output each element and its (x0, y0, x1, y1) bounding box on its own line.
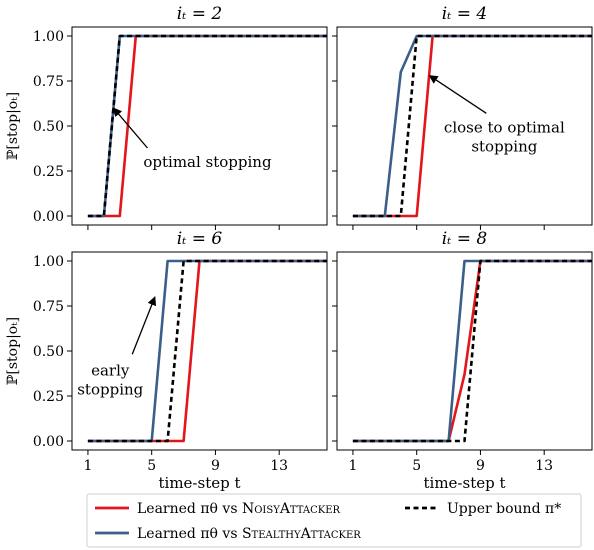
annotation-text: early (91, 361, 130, 379)
panel-frame (71, 251, 328, 451)
panel-1: iₜ = 2 0.00 0.25 0.50 0.75 1.00 optimal stoppi… (33, 4, 328, 230)
panel-4: iₜ = 8 1 5 9 13 (332, 229, 593, 474)
legend-label-upper: Upper bound π* (447, 501, 561, 517)
y-tick-label: 0.25 (33, 164, 64, 180)
annotation-text: close to optimal (444, 118, 565, 136)
annotation-text: stopping (77, 380, 143, 398)
series-line-upper (87, 259, 327, 443)
x-tick-label: 9 (211, 458, 220, 474)
x-axis-label: time-step t (159, 474, 241, 492)
legend-label-noisy: Learned πθ vs NoisyAttacker (137, 501, 341, 517)
y-tick-label: 0.00 (33, 209, 64, 225)
annotation-text: optimal stopping (143, 153, 272, 171)
series-line-noisy (352, 259, 592, 443)
y-tick-label: 0.75 (33, 74, 64, 90)
annotation-arrow (428, 75, 487, 114)
y-axis-label: ℙ[stop|oₜ] (5, 317, 21, 385)
y-tick-label: 1.00 (33, 254, 64, 270)
series-line-noisy (87, 259, 327, 443)
y-tick-label: 0.00 (33, 434, 64, 450)
x-tick-label: 1 (348, 458, 357, 474)
series-line-noisy (87, 34, 327, 218)
y-tick-label: 0.75 (33, 299, 64, 315)
annotation-arrow (131, 296, 157, 355)
series-line-upper (352, 34, 592, 218)
y-tick-label: 0.50 (33, 344, 64, 360)
series-line-stealthy (87, 259, 327, 443)
x-axis-label: time-step t (424, 474, 506, 492)
x-tick-label: 1 (83, 458, 92, 474)
legend: Learned πθ vs NoisyAttacker Learned πθ vs… (86, 493, 582, 548)
panel-frame (71, 26, 328, 226)
x-tick-label: 5 (412, 458, 421, 474)
panel-title: iₜ = 4 (442, 4, 488, 24)
series-line-upper (87, 34, 327, 218)
x-tick-label: 9 (476, 458, 485, 474)
x-tick-label: 5 (147, 458, 156, 474)
legend-box (86, 493, 582, 548)
y-tick-label: 0.25 (33, 389, 64, 405)
panel-title: iₜ = 6 (177, 229, 223, 249)
panel-3: iₜ = 6 0.00 0.25 0.50 0.75 1.00 1 5 9 13 earlystop… (33, 229, 328, 474)
series-line-stealthy (87, 34, 327, 218)
y-tick-label: 1.00 (33, 29, 64, 45)
legend-label-stealthy: Learned πθ vs StealthyAttacker (137, 526, 361, 542)
panel-frame (336, 251, 593, 451)
y-tick-label: 0.50 (33, 119, 64, 135)
panel-title: iₜ = 2 (177, 4, 223, 24)
x-tick-label: 13 (270, 458, 288, 474)
x-tick-label: 13 (535, 458, 553, 474)
series-line-upper (352, 259, 592, 443)
annotation-arrow (112, 107, 148, 149)
series-line-stealthy (352, 259, 592, 443)
annotation-text: stopping (471, 137, 537, 155)
panel-title: iₜ = 8 (442, 229, 488, 249)
y-axis-label: ℙ[stop|oₜ] (5, 92, 21, 160)
